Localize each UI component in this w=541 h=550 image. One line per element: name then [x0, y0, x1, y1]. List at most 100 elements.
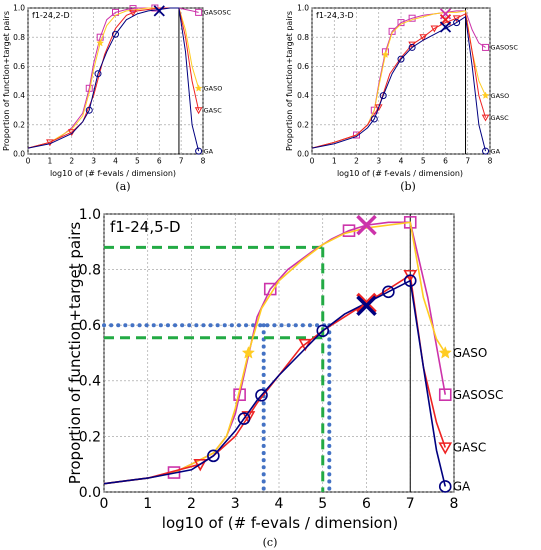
x-axis-label: log10 of (# f-evals / dimension): [162, 514, 398, 532]
marker-ga: [408, 43, 416, 51]
cross-mark: [356, 295, 377, 316]
cross-mark: [356, 292, 377, 314]
marker-gasosc: [195, 8, 203, 16]
series-line-ga: [103, 279, 447, 487]
y-tick-label: 0.4: [297, 91, 309, 100]
marker-ga: [382, 285, 395, 299]
y-tick-label: 0.2: [79, 429, 101, 445]
y-tick-label: 1.0: [79, 207, 101, 223]
x-tick-label: 1: [47, 157, 52, 166]
marker-gasc: [193, 458, 208, 472]
x-tick-label: 0: [100, 496, 109, 512]
marker-ga: [397, 55, 405, 63]
marker-ga: [370, 115, 378, 123]
series-end-label: GA: [491, 147, 501, 155]
series-line-gaso: [103, 221, 446, 485]
x-tick-label: 0: [310, 157, 315, 166]
marker-ga: [403, 274, 417, 288]
y-axis-label: Proportion of function+target pairs: [2, 11, 11, 151]
marker-gasosc: [353, 131, 360, 139]
series-end-label: GA: [453, 480, 471, 494]
y-tick-label: 0.0: [79, 485, 101, 501]
marker-gasosc: [408, 14, 416, 22]
series-end-label: GASOSC: [491, 44, 519, 52]
marker-gasc: [452, 15, 461, 23]
series-end-label: GASO: [453, 346, 488, 360]
y-tick-label: 0.6: [79, 318, 101, 334]
marker-ga: [94, 70, 102, 78]
y-tick-label: 0.6: [297, 62, 309, 71]
marker-gasc: [194, 107, 203, 115]
cross-mark: [153, 5, 165, 17]
y-axis-label: Proportion of function+target pairs: [285, 11, 294, 151]
marker-gasc: [129, 9, 137, 17]
series-end-label: GASC: [491, 114, 510, 122]
y-axis-label: Proportion of function+target pairs: [66, 222, 84, 485]
x-tick-label: 6: [157, 157, 162, 166]
y-tick-label: 0.8: [79, 263, 101, 279]
marker-ga: [85, 106, 93, 114]
x-tick-label: 7: [465, 157, 470, 166]
y-tick-label: 0.4: [13, 91, 25, 100]
chart-title: f1-24,5-D: [110, 218, 181, 236]
marker-ga: [112, 30, 119, 38]
x-tick-label: 5: [318, 496, 327, 512]
marker-gaso: [481, 91, 490, 99]
x-tick-label: 3: [376, 157, 381, 166]
x-tick-label: 7: [179, 157, 184, 166]
x-tick-label: 1: [332, 157, 337, 166]
marker-gasosc: [438, 388, 452, 402]
chart-panel-2: 0 1 2 3 4 5 6 7 8 0.0 0.2 0.4 0.6 0.8 1.0 log10 of (# f…: [66, 207, 503, 532]
y-tick-label: 1.0: [297, 4, 309, 13]
marker-ga: [207, 449, 220, 463]
x-tick-label: 4: [399, 157, 404, 166]
cross-mark: [439, 21, 452, 33]
marker-gaso: [241, 345, 256, 359]
marker-gaso: [381, 50, 390, 59]
marker-gaso: [194, 84, 203, 92]
x-axis-label: log10 of (# f-evals / dimension): [337, 169, 463, 178]
marker-gasosc: [482, 43, 490, 51]
marker-ga: [255, 388, 268, 402]
chart-panel-0: 0 1 2 3 4 5 6 7 8 0.0 0.2 0.4 0.6 0.8 1.0 log10 of (# f…: [2, 4, 231, 178]
y-tick-label: 0.0: [297, 150, 309, 159]
marker-gasc: [481, 114, 490, 122]
caption-a: (a): [115, 180, 131, 193]
caption-c: (c): [262, 536, 278, 549]
series-end-label: GASC: [453, 441, 487, 455]
x-tick-label: 1: [143, 496, 152, 512]
x-tick-label: 3: [231, 496, 240, 512]
y-tick-label: 1.0: [13, 4, 25, 13]
marker-gasc: [419, 34, 428, 42]
chart-panel-1: 0 1 2 3 4 5 6 7 8 0.0 0.2 0.4 0.6 0.8 1.0 log10 of (# f…: [285, 4, 518, 178]
x-tick-label: 2: [69, 157, 74, 166]
x-tick-label: 2: [354, 157, 359, 166]
y-tick-label: 0.4: [79, 374, 101, 390]
y-tick-label: 0.8: [13, 33, 25, 42]
marker-ga: [379, 92, 387, 100]
x-tick-label: 8: [201, 157, 206, 166]
series-line-ga: [311, 15, 487, 152]
marker-gasc: [374, 104, 383, 112]
series-end-label: GASO: [491, 92, 510, 100]
marker-ga: [438, 480, 452, 493]
y-tick-label: 0.6: [13, 62, 25, 71]
marker-ga: [237, 412, 251, 425]
x-tick-label: 4: [113, 157, 118, 166]
x-tick-label: 8: [488, 157, 493, 166]
x-tick-label: 2: [187, 496, 196, 512]
series-end-label: GASOSC: [204, 9, 232, 17]
series-line-gasc: [311, 13, 487, 149]
marker-ga: [482, 147, 490, 155]
caption-b: (b): [400, 180, 416, 193]
marker-ga: [453, 19, 461, 27]
x-tick-label: 6: [362, 496, 371, 512]
x-tick-label: 3: [91, 157, 96, 166]
x-tick-label: 5: [421, 157, 426, 166]
series-end-label: GASO: [204, 85, 223, 93]
x-tick-label: 8: [450, 496, 459, 512]
y-tick-label: 0.8: [297, 33, 309, 42]
marker-gasosc: [129, 5, 137, 13]
marker-gasc: [430, 25, 439, 33]
